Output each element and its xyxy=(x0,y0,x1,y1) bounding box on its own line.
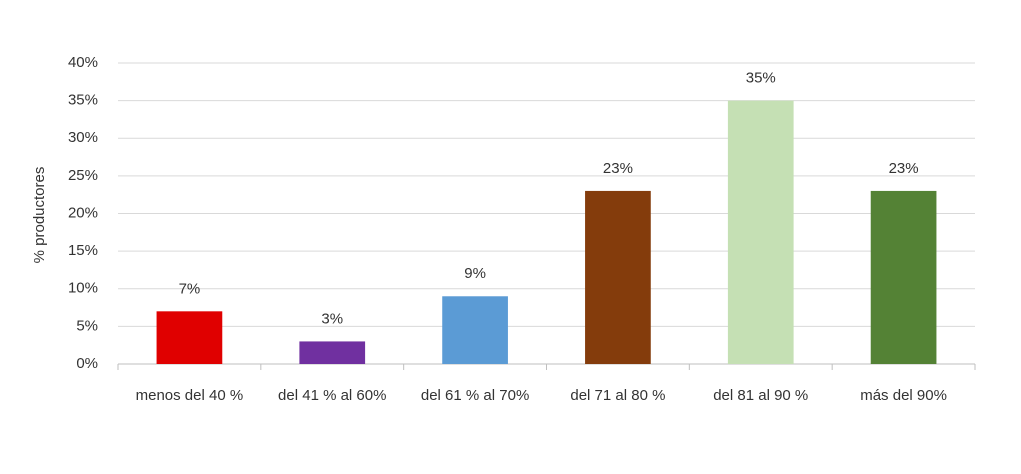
x-tick-label: del 71 al 80 % xyxy=(570,387,666,404)
bar xyxy=(870,190,937,364)
data-label: 23% xyxy=(889,160,919,177)
bar xyxy=(156,311,223,364)
y-tick-label: 0% xyxy=(76,355,98,372)
y-tick-label: 20% xyxy=(68,204,98,221)
x-tick-label: más del 90% xyxy=(860,387,947,404)
data-label: 3% xyxy=(321,310,343,327)
bar xyxy=(442,296,508,364)
bar xyxy=(299,341,366,364)
y-axis-title: % productores xyxy=(31,167,48,264)
y-tick-label: 25% xyxy=(68,167,98,184)
y-tick-label: 15% xyxy=(68,242,98,259)
y-tick-label: 35% xyxy=(68,92,98,109)
data-label: 23% xyxy=(603,160,633,177)
y-tick-label: 30% xyxy=(68,129,98,146)
x-tick-label: del 81 al 90 % xyxy=(713,387,809,404)
bar xyxy=(727,100,794,364)
x-tick-label: del 41 % al 60% xyxy=(278,387,387,404)
data-label: 7% xyxy=(179,280,201,297)
data-label: 35% xyxy=(746,70,776,87)
x-tick-label: del 61 % al 70% xyxy=(420,387,530,404)
y-tick-label: 40% xyxy=(68,54,98,71)
data-label: 9% xyxy=(464,265,486,282)
x-tick-label: menos del 40 % xyxy=(135,387,244,404)
y-tick-label: 10% xyxy=(68,280,98,297)
bar xyxy=(585,190,651,364)
y-tick-label: 5% xyxy=(76,317,98,334)
